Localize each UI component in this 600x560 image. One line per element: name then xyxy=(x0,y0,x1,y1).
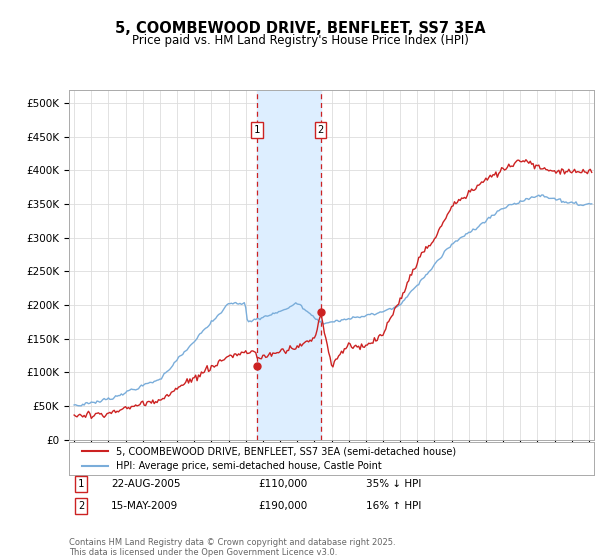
Text: £190,000: £190,000 xyxy=(258,501,307,511)
Text: 2: 2 xyxy=(317,125,324,135)
Text: 5, COOMBEWOOD DRIVE, BENFLEET, SS7 3EA: 5, COOMBEWOOD DRIVE, BENFLEET, SS7 3EA xyxy=(115,21,485,36)
Text: 16% ↑ HPI: 16% ↑ HPI xyxy=(366,501,421,511)
Text: £110,000: £110,000 xyxy=(258,479,307,489)
Text: 5, COOMBEWOOD DRIVE, BENFLEET, SS7 3EA (semi-detached house): 5, COOMBEWOOD DRIVE, BENFLEET, SS7 3EA (… xyxy=(116,446,457,456)
Bar xyxy=(257,90,320,440)
Text: 15-MAY-2009: 15-MAY-2009 xyxy=(111,501,178,511)
Text: 22-AUG-2005: 22-AUG-2005 xyxy=(111,479,181,489)
Text: 1: 1 xyxy=(254,125,260,135)
Text: Price paid vs. HM Land Registry's House Price Index (HPI): Price paid vs. HM Land Registry's House … xyxy=(131,34,469,46)
Text: Contains HM Land Registry data © Crown copyright and database right 2025.
This d: Contains HM Land Registry data © Crown c… xyxy=(69,538,395,557)
Text: 2: 2 xyxy=(78,501,84,511)
Text: 35% ↓ HPI: 35% ↓ HPI xyxy=(366,479,421,489)
Text: HPI: Average price, semi-detached house, Castle Point: HPI: Average price, semi-detached house,… xyxy=(116,461,382,471)
Text: 1: 1 xyxy=(78,479,84,489)
